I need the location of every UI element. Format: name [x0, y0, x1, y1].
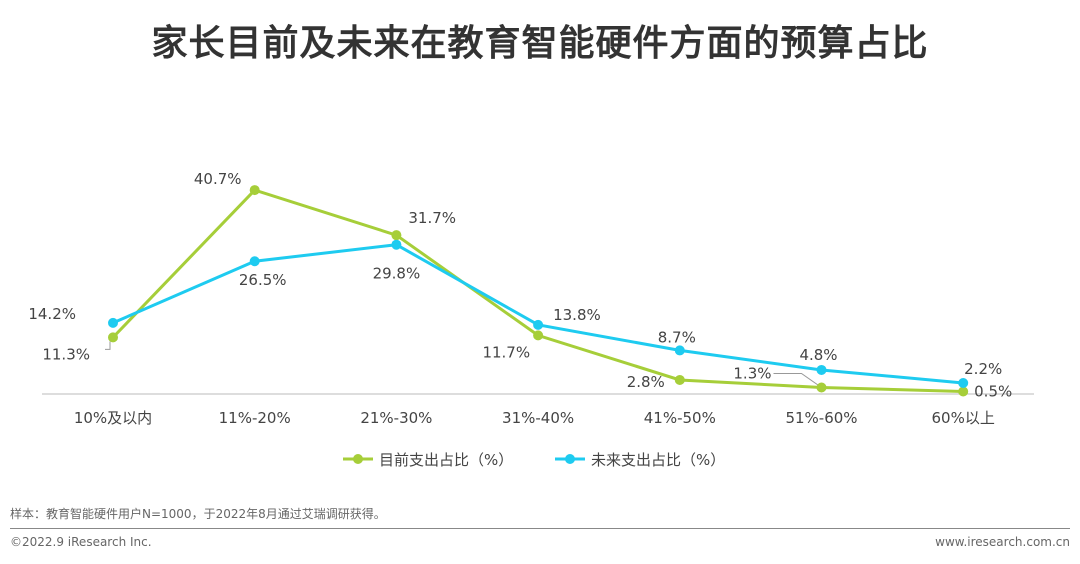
legend-label: 目前支出占比（%） — [379, 451, 513, 469]
line-chart: 10%及以内 11%-20% 21%-30% 31%-40% 41%-50% 51%-60… — [28, 170, 1034, 469]
divider — [10, 528, 1070, 529]
x-tick-label: 11%-20% — [219, 409, 291, 427]
data-label: 8.7% — [658, 328, 696, 346]
data-label: 29.8% — [373, 265, 421, 283]
leader-line — [773, 372, 822, 388]
legend-label: 未来支出占比（%） — [591, 451, 725, 469]
data-label: 2.2% — [964, 360, 1002, 378]
website: www.iresearch.com.cn — [935, 535, 1070, 549]
copyright: ©2022.9 iResearch Inc. — [10, 535, 152, 549]
data-label: 11.7% — [482, 343, 530, 361]
data-label: 40.7% — [194, 170, 242, 188]
data-point — [674, 345, 685, 356]
data-label: 4.8% — [799, 346, 837, 364]
data-point — [249, 256, 260, 267]
x-tick-label: 60%以上 — [932, 409, 995, 427]
data-label: 14.2% — [28, 305, 76, 323]
data-point — [958, 377, 969, 388]
data-label: 13.8% — [553, 306, 601, 324]
legend-marker — [353, 454, 363, 464]
data-point — [816, 382, 827, 393]
data-point — [108, 317, 118, 328]
data-point — [249, 185, 260, 196]
x-tick-label: 21%-30% — [360, 409, 432, 427]
data-point — [108, 332, 118, 343]
x-tick-label: 31%-40% — [502, 409, 574, 427]
data-point — [816, 364, 827, 375]
data-point — [958, 386, 969, 397]
data-label: 31.7% — [408, 209, 456, 227]
leader-line — [105, 341, 111, 350]
data-label: 11.3% — [42, 345, 90, 363]
data-point — [533, 330, 544, 341]
data-point — [674, 374, 685, 385]
x-tick-label: 41%-50% — [644, 409, 716, 427]
x-tick-label: 10%及以内 — [74, 409, 152, 427]
sample-note: 样本：教育智能硬件用户N=1000，于2022年8月通过艾瑞调研获得。 — [10, 507, 386, 521]
legend-marker — [565, 454, 575, 464]
data-label: 26.5% — [239, 271, 287, 289]
data-label: 1.3% — [733, 364, 771, 382]
data-point — [391, 239, 402, 250]
data-label: 2.8% — [627, 373, 665, 391]
data-point — [391, 230, 402, 241]
data-label: 0.5% — [974, 382, 1012, 400]
x-tick-label: 51%-60% — [785, 409, 857, 427]
data-point — [533, 319, 544, 330]
chart-title: 家长目前及未来在教育智能硬件方面的预算占比 — [151, 23, 929, 64]
